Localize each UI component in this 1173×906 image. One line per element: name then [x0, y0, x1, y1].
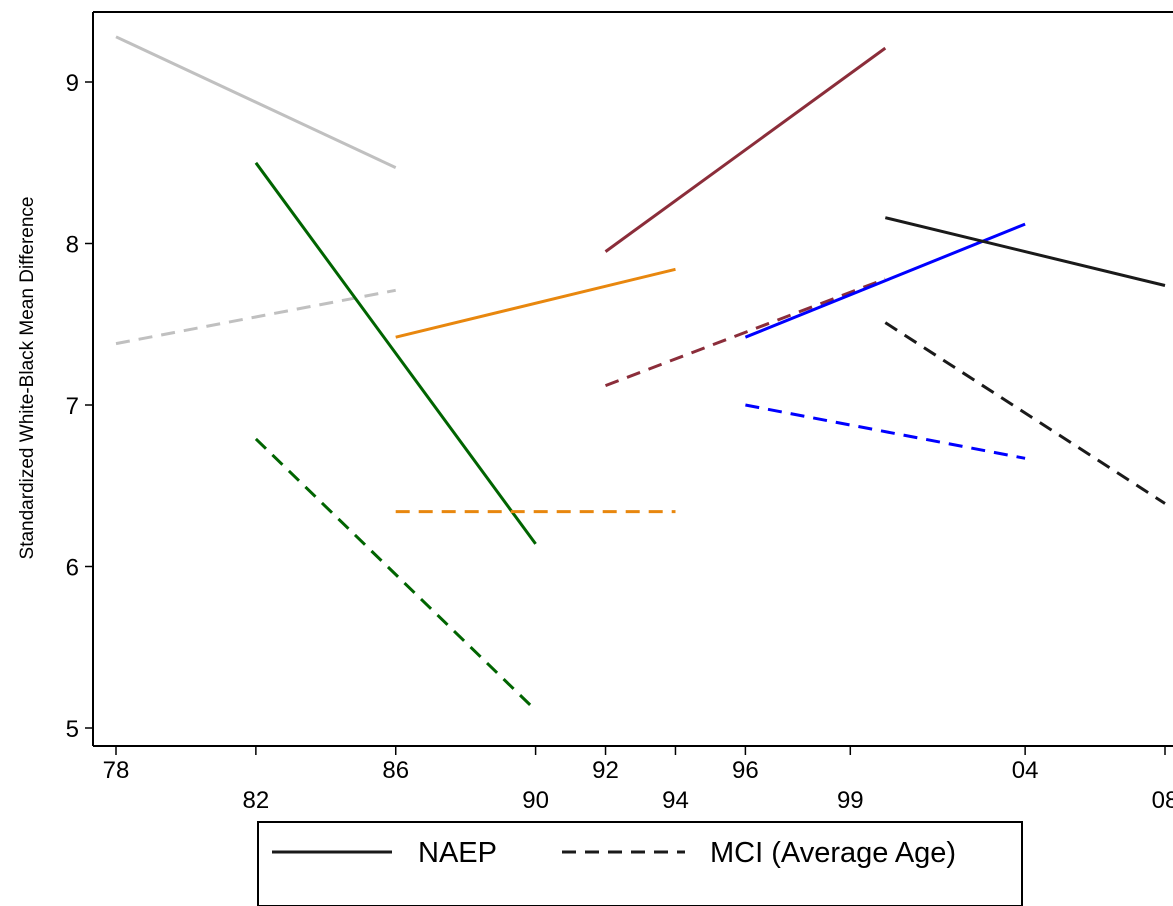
series-line-1-naep	[115, 35, 397, 169]
y-axis-title: Standardized White-Black Mean Difference	[17, 197, 38, 560]
x-tick-label: 82	[243, 787, 270, 814]
legend: NAEP MCI (Average Age)	[257, 821, 1023, 906]
y-tick-label: 6	[66, 555, 79, 582]
series-line-8-mci	[604, 277, 886, 388]
y-axis: 5 6 7 8 9	[66, 70, 93, 743]
series-line-4-mci	[254, 437, 537, 712]
x-tick-label: 08	[1152, 787, 1173, 814]
series-line-9-naep	[744, 222, 1026, 339]
x-tick-label: 99	[837, 787, 864, 814]
x-tick-label: 96	[732, 757, 759, 784]
y-tick-label: 9	[66, 70, 79, 97]
series-line-2-mci	[115, 288, 396, 346]
x-tick-label: 92	[592, 757, 619, 784]
y-tick-label: 5	[66, 716, 79, 743]
series-line-3-naep	[254, 161, 537, 545]
series-line-12-mci	[884, 321, 1166, 505]
y-tick-label: 8	[66, 232, 79, 259]
x-axis: 78 82 86 90 92 94 96 99 04 08	[103, 746, 1173, 814]
series-line-5-naep	[395, 267, 676, 339]
plot-area	[92, 11, 1173, 747]
series-line-7-naep	[604, 46, 887, 253]
series-line-11-naep	[884, 216, 1166, 287]
y-tick-label: 7	[66, 393, 79, 420]
series-line-10-mci	[745, 403, 1026, 460]
legend-label: MCI (Average Age)	[710, 837, 956, 869]
legend-label: NAEP	[418, 837, 497, 869]
series-layer	[115, 35, 1166, 712]
x-tick-label: 78	[103, 757, 130, 784]
x-tick-label: 90	[522, 787, 549, 814]
legend-box	[257, 821, 1023, 906]
x-tick-label: 04	[1012, 757, 1039, 784]
x-tick-label: 86	[382, 757, 409, 784]
x-tick-label: 94	[662, 787, 689, 814]
